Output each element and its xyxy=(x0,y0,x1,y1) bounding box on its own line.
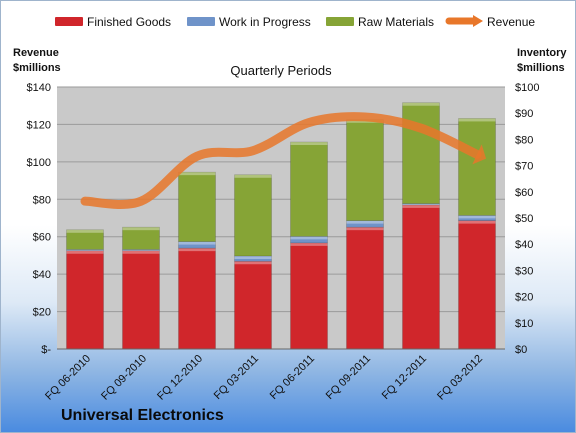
bar-finished-goods xyxy=(346,226,384,350)
x-tick-label: FQ 09-2010 xyxy=(99,353,149,403)
bar-finished-goods xyxy=(290,242,328,350)
bar-raw-materials-highlight xyxy=(402,102,440,106)
left-tick-label: $120 xyxy=(27,119,51,131)
x-tick-label: FQ 03-2012 xyxy=(435,353,485,403)
bar-raw-materials-highlight xyxy=(66,229,104,233)
bar-raw-materials xyxy=(234,174,272,257)
bar-raw-materials xyxy=(290,141,328,237)
bar-finished-goods-highlight xyxy=(458,220,496,224)
left-tick-label: $40 xyxy=(33,269,51,281)
revenue-arrowhead xyxy=(472,144,487,165)
x-tick-label: FQ 06-2010 xyxy=(43,353,93,403)
left-axis-ticks: $- $20 $40 $60 $80 $100 $120 $140 xyxy=(27,82,52,356)
x-tick-label: FQ 12-2010 xyxy=(155,353,205,403)
right-tick-label: $50 xyxy=(515,213,533,225)
legend-label-revenue: Revenue xyxy=(487,15,535,29)
x-tick-label: FQ 09-2011 xyxy=(324,353,373,402)
bar-work-in-progress-highlight xyxy=(122,249,160,251)
bar-work-in-progress-highlight xyxy=(178,241,216,245)
legend-label-finished-goods: Finished Goods xyxy=(87,15,171,29)
revenue-line xyxy=(80,112,482,209)
legend-swatch-finished-goods xyxy=(55,17,83,26)
bar-raw-materials-highlight xyxy=(458,118,496,122)
right-tick-label: $70 xyxy=(515,161,533,173)
legend: Finished Goods Work in Progress Raw Mate… xyxy=(55,15,535,29)
bar-finished-goods-highlight xyxy=(290,242,328,246)
legend-label-raw-materials: Raw Materials xyxy=(358,15,434,29)
right-tick-label: $60 xyxy=(515,187,533,199)
chart-subtitle: Quarterly Periods xyxy=(230,63,332,78)
bar-raw-materials-highlight xyxy=(290,142,328,146)
legend-swatch-work-in-progress xyxy=(187,17,215,26)
bar-work-in-progress-highlight xyxy=(346,220,384,224)
left-axis-title-line1: Revenue xyxy=(13,47,59,59)
bar-raw-materials-highlight xyxy=(178,172,216,176)
bar-finished-goods xyxy=(458,220,496,350)
company-name: Universal Electronics xyxy=(61,407,224,424)
bar-raw-materials xyxy=(178,171,216,242)
bar-work-in-progress xyxy=(66,249,104,252)
bar-finished-goods-highlight xyxy=(402,204,440,208)
left-axis-title-line2: $millions xyxy=(13,62,61,74)
right-tick-label: $80 xyxy=(515,134,533,146)
bar-finished-goods xyxy=(66,250,104,350)
right-tick-label: $40 xyxy=(515,239,533,251)
bar-finished-goods-highlight xyxy=(122,250,160,254)
bar-work-in-progress-highlight xyxy=(234,255,272,259)
right-axis-title-line1: Inventory xyxy=(517,47,567,59)
bar-finished-goods-highlight xyxy=(178,248,216,252)
bar-finished-goods-highlight xyxy=(346,227,384,231)
bar-work-in-progress-highlight xyxy=(290,236,328,240)
bar-finished-goods xyxy=(178,247,216,350)
bar-work-in-progress xyxy=(178,241,216,249)
bar-raw-materials xyxy=(458,118,496,216)
left-tick-label: $20 xyxy=(33,307,51,319)
bar-work-in-progress-highlight xyxy=(402,203,440,205)
left-tick-label: $- xyxy=(41,344,51,356)
bar-series xyxy=(66,102,496,350)
legend-arrow-revenue xyxy=(473,15,483,27)
legend-label-work-in-progress: Work in Progress xyxy=(219,15,311,29)
right-tick-label: $30 xyxy=(515,265,533,277)
right-tick-label: $20 xyxy=(515,292,533,304)
x-axis-ticks: FQ 06-2010 FQ 09-2010 FQ 12-2010 FQ 03-2011… xyxy=(43,353,485,403)
bar-finished-goods xyxy=(402,204,440,350)
bar-raw-materials xyxy=(66,229,104,250)
revenue-series xyxy=(80,112,487,209)
x-tick-label: FQ 06-2011 xyxy=(268,353,317,402)
right-tick-label: $10 xyxy=(515,318,533,330)
bar-finished-goods-highlight xyxy=(66,250,104,254)
bar-work-in-progress-highlight xyxy=(458,215,496,219)
x-tick-label: FQ 03-2011 xyxy=(212,353,261,402)
bar-raw-materials xyxy=(346,119,384,221)
legend-swatch-raw-materials xyxy=(326,17,354,26)
right-tick-label: $100 xyxy=(515,82,539,94)
bar-raw-materials-highlight xyxy=(234,174,272,178)
bar-raw-materials-highlight xyxy=(122,227,160,231)
bar-raw-materials xyxy=(122,226,160,250)
bar-finished-goods xyxy=(234,260,272,350)
right-axis-title-line2: $millions xyxy=(517,62,565,74)
right-axis-ticks: $0 $10 $20 $30 $40 $50 $60 $70 $80 $90 $100 xyxy=(515,82,539,356)
bar-finished-goods xyxy=(122,250,160,350)
right-tick-label: $90 xyxy=(515,108,533,120)
bar-raw-materials xyxy=(402,102,440,204)
x-tick-label: FQ 12-2011 xyxy=(380,353,429,402)
right-tick-label: $0 xyxy=(515,344,527,356)
bar-finished-goods-highlight xyxy=(234,261,272,265)
left-tick-label: $80 xyxy=(33,194,51,206)
left-tick-label: $100 xyxy=(27,157,51,169)
bar-work-in-progress-highlight xyxy=(66,249,104,251)
left-tick-label: $140 xyxy=(27,82,51,94)
left-tick-label: $60 xyxy=(33,232,51,244)
